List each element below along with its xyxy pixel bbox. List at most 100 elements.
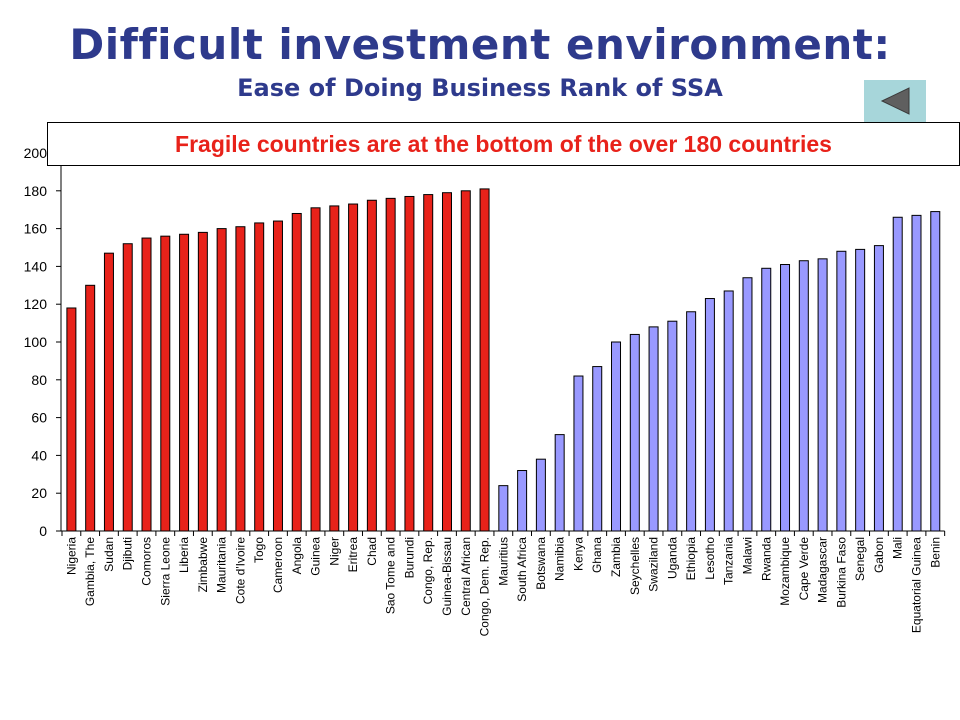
bar (761, 267, 772, 532)
bar (742, 277, 753, 532)
bar (66, 307, 77, 532)
bar (930, 211, 941, 532)
x-axis: Nigeria Gambia, The Sudan Djibuti Comoros Sie… (61, 530, 946, 636)
bar (122, 243, 133, 532)
x-tick-label: Tanzania (722, 537, 736, 585)
x-tick-label: Guinea (309, 537, 323, 576)
x-tick-label: Angola (290, 537, 304, 575)
bar (460, 190, 471, 532)
y-axis: 0 20 40 60 80 100 120 140 160 180 200 (24, 145, 62, 539)
bar (423, 194, 434, 532)
y-tick-label: 140 (24, 258, 48, 274)
y-tick-label: 180 (24, 183, 48, 199)
bar (235, 226, 246, 532)
x-tick-label: Nigeria (64, 537, 78, 575)
bar (272, 220, 283, 532)
x-tick-label: Equatorial Guinea (909, 537, 923, 633)
bar (385, 197, 396, 532)
bar (629, 333, 640, 532)
bar (479, 188, 490, 532)
bar (573, 375, 584, 532)
y-tick-label: 120 (24, 296, 48, 312)
bar (554, 434, 565, 532)
x-tick-label: Sudan (102, 537, 116, 572)
bar (873, 245, 884, 532)
x-tick-label: Burkina Faso (834, 537, 848, 608)
bar (648, 326, 659, 532)
x-tick-label: Zimbabwe (196, 537, 210, 593)
y-tick-label: 0 (39, 523, 47, 539)
bar (498, 485, 509, 532)
x-tick-label: Cape Verde (797, 537, 811, 601)
x-tick-label: Cote d'Ivoire (233, 537, 247, 604)
y-tick-label: 160 (24, 221, 48, 237)
x-tick-label: Congo, Rep. (421, 537, 435, 604)
x-tick-label: Togo (252, 537, 266, 563)
x-tick-label: Botswana (534, 537, 548, 590)
bar (611, 341, 622, 532)
bar (592, 366, 603, 532)
bar (197, 231, 208, 532)
bar (179, 233, 190, 532)
x-tick-label: Mozambique (778, 537, 792, 606)
x-tick-label: Benin (928, 537, 942, 568)
bar (441, 192, 452, 532)
bar (141, 237, 152, 532)
bars (66, 188, 941, 532)
bar (329, 205, 340, 532)
bar (517, 470, 528, 532)
bar (291, 212, 302, 532)
x-tick-label: Djibuti (121, 537, 135, 570)
bar (817, 258, 828, 532)
x-tick-label: Ghana (590, 537, 604, 573)
x-tick-label: Niger (327, 537, 341, 566)
x-tick-label: Cameroon (271, 537, 285, 593)
x-tick-label: Congo, Dem. Rep. (478, 537, 492, 636)
y-tick-label: 20 (31, 485, 47, 501)
bar (836, 250, 847, 532)
page-subtitle: Ease of Doing Business Rank of SSA (237, 74, 723, 102)
x-tick-label: Zambia (609, 537, 623, 577)
y-tick-label: 40 (31, 447, 47, 463)
bar (404, 195, 415, 532)
bar (667, 320, 678, 532)
bar (216, 228, 227, 532)
x-tick-label: Sierra Leone (158, 537, 172, 606)
x-tick-label: Malawi (740, 537, 754, 574)
bar (310, 207, 321, 532)
x-tick-label: Lesotho (703, 537, 717, 580)
bar (723, 290, 734, 532)
y-tick-label: 80 (31, 372, 47, 388)
x-tick-label: Chad (365, 537, 379, 566)
x-tick-label: Ethiopia (684, 537, 698, 581)
y-tick-label: 200 (24, 145, 48, 161)
x-tick-label: Kenya (571, 537, 585, 571)
bar (892, 216, 903, 532)
x-tick-label: Burundi (402, 537, 416, 578)
bar (160, 235, 171, 532)
chart-banner: Fragile countries are at the bottom of t… (47, 122, 960, 166)
x-tick-label: Liberia (177, 537, 191, 573)
page-title: Difficult investment environment: (69, 20, 891, 69)
x-tick-label: Comoros (140, 537, 154, 586)
y-tick-label: 60 (31, 410, 47, 426)
x-tick-label: Gabon (872, 537, 886, 573)
x-tick-label: Sao Tome and (384, 537, 398, 614)
x-tick-label: Namibia (553, 537, 567, 581)
y-tick-label: 100 (24, 334, 48, 350)
bar (535, 458, 546, 532)
bar (254, 222, 265, 532)
bar (348, 203, 359, 532)
x-tick-label: Madagascar (816, 537, 830, 603)
x-tick-label: Senegal (853, 537, 867, 581)
x-tick-label: Uganda (665, 537, 679, 579)
x-tick-label: Seychelles (628, 537, 642, 595)
x-tick-label: Mali (891, 537, 905, 559)
back-button[interactable] (864, 80, 926, 122)
bar (911, 214, 922, 532)
x-tick-label: Guinea-Bissau (440, 537, 454, 616)
bar (85, 284, 96, 532)
bar (855, 248, 866, 532)
bar (103, 252, 114, 532)
